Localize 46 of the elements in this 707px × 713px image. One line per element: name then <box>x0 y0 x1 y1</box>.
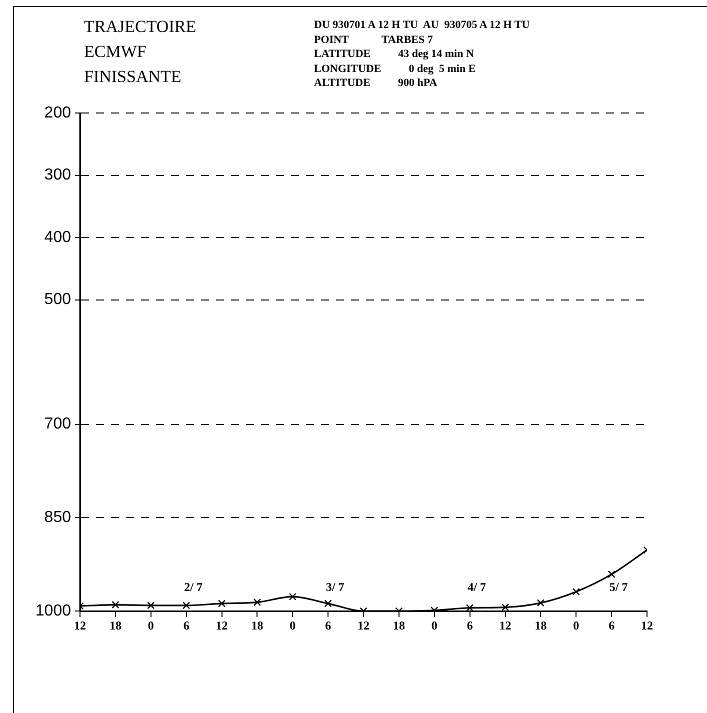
text: POINT TARBES 7 <box>314 32 434 47</box>
annotation: 3/ 7 <box>326 580 344 594</box>
y-tick-label: 500 <box>44 291 72 308</box>
x-tick-label: 12 <box>499 618 512 632</box>
chart-title: TRAJECTOIRE ECMWF FINISSANTE <box>84 16 198 88</box>
point <box>536 599 544 607</box>
x-tick-label: 18 <box>109 618 122 632</box>
annotation: 5/ 7 <box>609 580 628 594</box>
chart-subtitle: DU 930701 A 12 H TU AU 930705 A 12 H TU <box>314 18 530 32</box>
x-tick-label: 18 <box>251 618 264 632</box>
x-tick-label: 12 <box>216 618 228 632</box>
x-tick-label: 6 <box>325 618 332 632</box>
x-tick-label: 0 <box>431 618 438 632</box>
x-tick-label: 6 <box>608 618 615 632</box>
x-tick-label: 0 <box>290 618 296 632</box>
point <box>218 600 226 608</box>
x-tick-label: 18 <box>392 618 405 632</box>
point <box>608 570 616 578</box>
y-tick-label: 300 <box>44 166 72 184</box>
x-tick-label: 18 <box>534 618 547 632</box>
y-tick-label: 400 <box>44 228 72 246</box>
point <box>112 600 120 609</box>
point <box>501 603 510 611</box>
point <box>288 592 296 600</box>
x-tick-label: 0 <box>573 618 580 632</box>
y-tick-label: 200 <box>44 104 72 122</box>
x-tick-label: 12 <box>358 618 370 632</box>
x-tick-label: 6 <box>466 618 473 632</box>
text: LATITUDE 43 deg 14 min N <box>314 47 475 62</box>
point <box>147 602 155 610</box>
x-tick-label: 12 <box>641 618 653 632</box>
point <box>253 598 261 606</box>
y-tick-label: 850 <box>44 509 72 526</box>
y-tick-label: 1000 <box>35 602 72 620</box>
point <box>182 602 190 610</box>
x-tick-label: 0 <box>148 618 154 632</box>
annotation: 2/ 7 <box>184 580 202 594</box>
x-tick-label: 12 <box>74 618 86 632</box>
x-tick-label: 6 <box>183 618 190 632</box>
annotation: 4/ 7 <box>468 580 486 594</box>
y-tick-label: 700 <box>44 416 72 433</box>
text: ALTITUDE 900 hPA <box>314 76 438 90</box>
point <box>324 600 332 608</box>
point <box>572 588 580 596</box>
point <box>466 604 474 611</box>
text: LONGITUDE 0 deg 5 min E <box>314 62 477 76</box>
